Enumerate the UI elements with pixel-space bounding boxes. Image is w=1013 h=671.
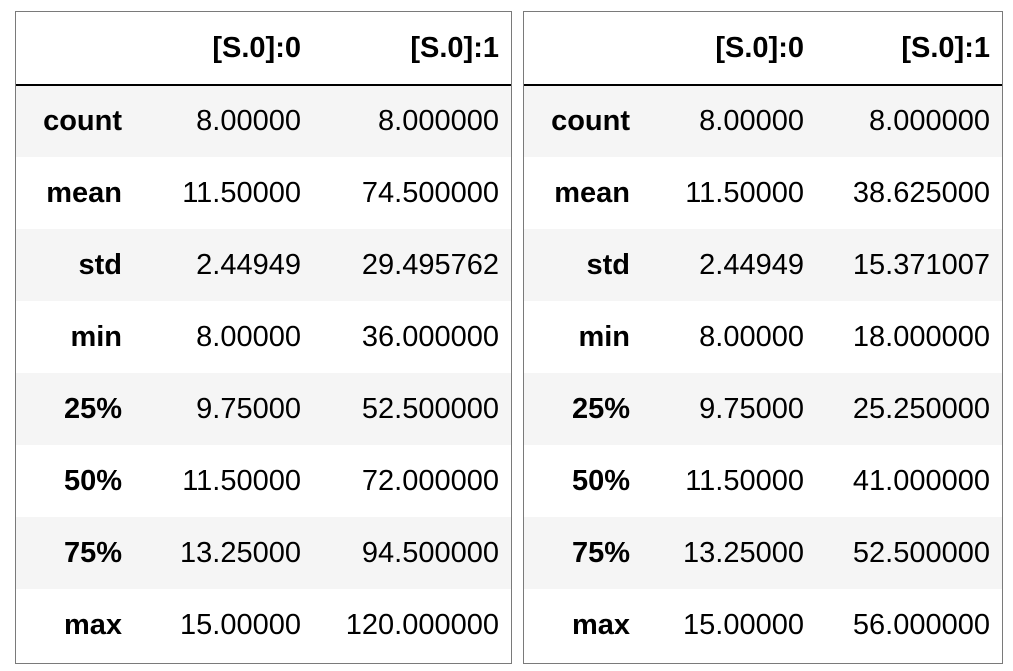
- table-cell: 8.00000: [699, 320, 804, 353]
- row-label: 25%: [571, 392, 630, 425]
- index-header-cell: [16, 12, 138, 86]
- table-row: 25% 9.75000 25.250000: [524, 373, 1002, 445]
- row-label: 75%: [571, 536, 630, 569]
- table-row: 75% 13.25000 94.500000: [16, 517, 511, 589]
- table-cell: 11.50000: [685, 464, 804, 497]
- table-cell: 56.000000: [852, 608, 990, 641]
- table-cell: 72.000000: [361, 464, 499, 497]
- row-label: min: [70, 320, 122, 353]
- row-label: std: [586, 248, 631, 281]
- table-cell: 8.00000: [699, 105, 804, 137]
- table-row: 50% 11.50000 72.000000: [16, 445, 511, 517]
- table-cell: 25.250000: [852, 392, 990, 425]
- right-describe-table-panel: [S.0]:0 [S.0]:1 count 8.00000 8.000000 m…: [523, 11, 1003, 664]
- table-cell: 11.50000: [685, 176, 804, 209]
- row-label: 25%: [63, 392, 122, 425]
- table-cell: 52.500000: [852, 536, 990, 569]
- row-label: count: [551, 105, 630, 137]
- row-label: max: [63, 608, 122, 641]
- table-cell: 2.44949: [196, 248, 301, 281]
- table-cell: 38.625000: [852, 176, 990, 209]
- table-cell: 9.75000: [699, 392, 804, 425]
- index-header-cell: [524, 12, 646, 86]
- table-cell: 13.25000: [683, 536, 804, 569]
- table-cell: 18.000000: [852, 320, 990, 353]
- table-cell: 29.495762: [361, 248, 499, 281]
- table-cell: 15.371007: [852, 248, 990, 281]
- table-cell: 94.500000: [361, 536, 499, 569]
- table-cell: 36.000000: [361, 320, 499, 353]
- table-row: mean 11.50000 74.500000: [16, 157, 511, 229]
- table-row: min 8.00000 36.000000: [16, 301, 511, 373]
- table-row: mean 11.50000 38.625000: [524, 157, 1002, 229]
- table-row: std 2.44949 29.495762: [16, 229, 511, 301]
- row-label: 50%: [63, 464, 122, 497]
- table-cell: 120.000000: [345, 608, 499, 641]
- table-cell: 41.000000: [852, 464, 990, 497]
- row-label: min: [578, 320, 630, 353]
- row-label: mean: [554, 176, 630, 209]
- row-label: max: [571, 608, 630, 641]
- column-header: [S.0]:1: [816, 12, 1002, 86]
- table-cell: 9.75000: [196, 392, 301, 425]
- table-cell: 8.00000: [196, 105, 301, 137]
- table-cell: 13.25000: [180, 536, 301, 569]
- table-row: 25% 9.75000 52.500000: [16, 373, 511, 445]
- table-cell: 11.50000: [182, 176, 301, 209]
- row-label: 75%: [63, 536, 122, 569]
- table-cell: 2.44949: [699, 248, 804, 281]
- table-cell: 8.000000: [378, 105, 499, 137]
- table-row: count 8.00000 8.000000: [524, 85, 1002, 157]
- row-label: count: [43, 105, 122, 137]
- table-header-row: [S.0]:0 [S.0]:1: [16, 12, 511, 86]
- table-cell: 8.000000: [869, 105, 990, 137]
- table-cell: 15.00000: [683, 608, 804, 641]
- column-header: [S.0]:0: [138, 12, 313, 86]
- table-row: max 15.00000 120.000000: [16, 589, 511, 661]
- table-row: count 8.00000 8.000000: [16, 85, 511, 157]
- table-cell: 8.00000: [196, 320, 301, 353]
- row-label: 50%: [571, 464, 630, 497]
- right-describe-table: [S.0]:0 [S.0]:1 count 8.00000 8.000000 m…: [524, 12, 1002, 661]
- left-describe-table: [S.0]:0 [S.0]:1 count 8.00000 8.000000 m…: [16, 12, 511, 661]
- column-header: [S.0]:0: [646, 12, 816, 86]
- table-row: std 2.44949 15.371007: [524, 229, 1002, 301]
- table-row: 50% 11.50000 41.000000: [524, 445, 1002, 517]
- table-row: max 15.00000 56.000000: [524, 589, 1002, 661]
- table-header-row: [S.0]:0 [S.0]:1: [524, 12, 1002, 86]
- table-cell: 15.00000: [180, 608, 301, 641]
- column-header: [S.0]:1: [313, 12, 511, 86]
- row-label: std: [78, 248, 123, 281]
- table-row: 75% 13.25000 52.500000: [524, 517, 1002, 589]
- table-row: min 8.00000 18.000000: [524, 301, 1002, 373]
- table-cell: 52.500000: [361, 392, 499, 425]
- table-cell: 11.50000: [182, 464, 301, 497]
- row-label: mean: [46, 176, 122, 209]
- left-describe-table-panel: [S.0]:0 [S.0]:1 count 8.00000 8.000000 m…: [15, 11, 512, 664]
- table-cell: 74.500000: [361, 176, 499, 209]
